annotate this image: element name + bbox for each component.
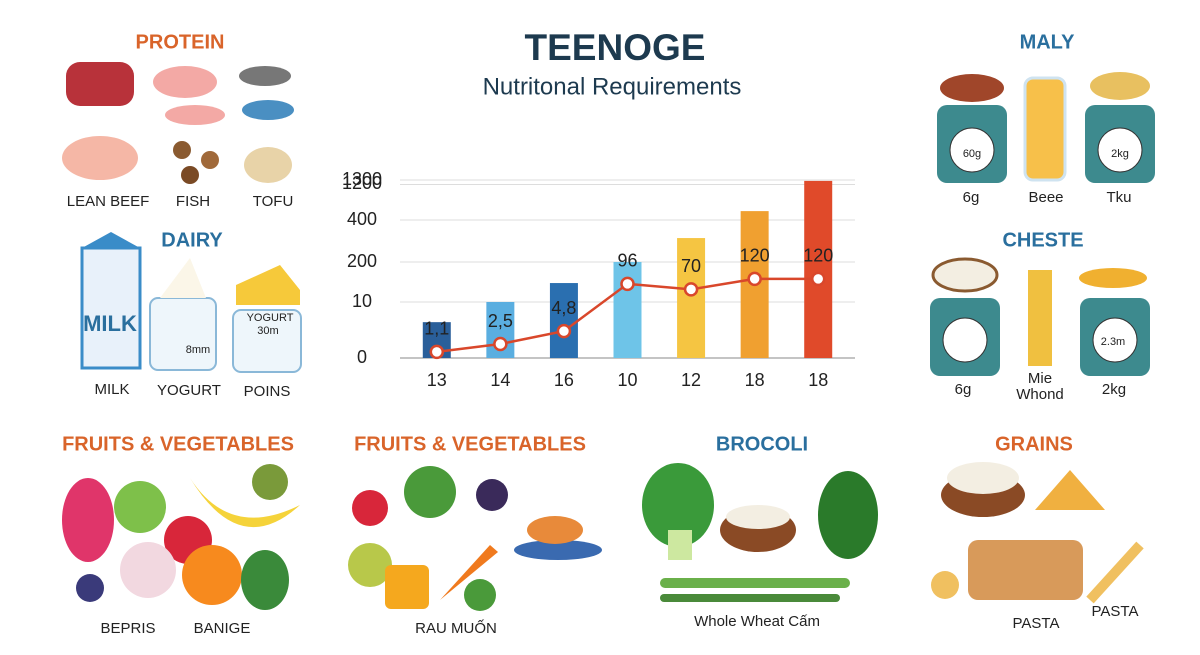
panel-title: GRAINS (995, 433, 1073, 455)
bar (677, 238, 706, 358)
line-point (747, 271, 762, 287)
item-label: BEPRIS (100, 620, 155, 637)
item-label: Mie (1028, 370, 1052, 387)
panel-title: MALY (1020, 31, 1075, 53)
data-label: 70 (681, 256, 701, 276)
item-label: Whond (1016, 386, 1064, 403)
item-label: PASTA (1013, 615, 1060, 632)
line-point (810, 271, 826, 287)
item-label: PASTA (1092, 603, 1139, 620)
y-tick-label: 10 (352, 291, 372, 311)
inner-label: 30m (257, 325, 278, 337)
bar (613, 262, 642, 358)
line-point (620, 276, 635, 292)
inner-label: 2kg (1111, 148, 1129, 160)
x-tick-label: 16 (554, 370, 574, 390)
x-tick-label: 13 (427, 370, 447, 390)
panel-title: FRUITS & VEGETABLES (62, 433, 294, 455)
data-label: 4,8 (551, 298, 576, 318)
line-point (493, 336, 508, 352)
item-label: POINS (244, 383, 291, 400)
inner-label: YOGURT (247, 312, 294, 324)
x-tick-label: 14 (490, 370, 510, 390)
x-tick-label: 18 (745, 370, 765, 390)
bar (549, 283, 578, 358)
item-label: LEAN BEEF (67, 193, 150, 210)
line-point (683, 282, 699, 297)
panel-title: DAIRY (161, 229, 223, 251)
item-label: Beee (1028, 189, 1063, 206)
panel-title: PROTEIN (136, 31, 225, 53)
item-label: Whole Wheat Cấm (694, 613, 820, 630)
x-tick-label: 12 (681, 370, 701, 390)
subtitle: Nutritonal Requirements (483, 73, 742, 100)
data-label: 1,1 (424, 319, 449, 339)
data-label: 96 (617, 251, 637, 271)
decorations (62, 62, 1155, 611)
panel-title: BROCOLI (716, 433, 808, 455)
y-tick-label: 200 (347, 251, 377, 271)
data-label: 120 (803, 246, 833, 266)
y-tick-label: 0 (357, 347, 367, 367)
inner-label: 2.3m (1101, 336, 1125, 348)
item-label: 2kg (1102, 381, 1126, 398)
title: TEENOGE (525, 27, 706, 68)
y-tick-label: 400 (347, 209, 377, 229)
panel-title: CHESTE (1002, 229, 1083, 251)
item-label: BANIGE (194, 620, 251, 637)
item-label: YOGURT (157, 382, 221, 399)
line-point (429, 344, 445, 360)
item-label: MILK (94, 381, 129, 398)
y-tick-label: 1300 (342, 169, 382, 189)
item-label: 6g (963, 189, 980, 206)
panel-title: FRUITS & VEGETABLES (354, 433, 586, 455)
data-label: 120 (740, 246, 770, 266)
item-label: FISH (176, 193, 210, 210)
inner-label: 60g (963, 148, 981, 160)
y-tick-label: 1200 (342, 173, 382, 193)
item-label: TOFU (253, 193, 294, 210)
inner-label: 8mm (186, 344, 210, 356)
line-point (556, 323, 572, 339)
item-label: 6g (955, 381, 972, 398)
bar (804, 180, 833, 358)
item-label: Tku (1106, 189, 1131, 206)
x-tick-label: 18 (808, 370, 828, 390)
inner-label: MILK (83, 311, 137, 336)
data-label: 2,5 (488, 311, 513, 331)
x-tick-label: 10 (617, 370, 637, 390)
item-label: RAU MUỐN (415, 619, 497, 637)
